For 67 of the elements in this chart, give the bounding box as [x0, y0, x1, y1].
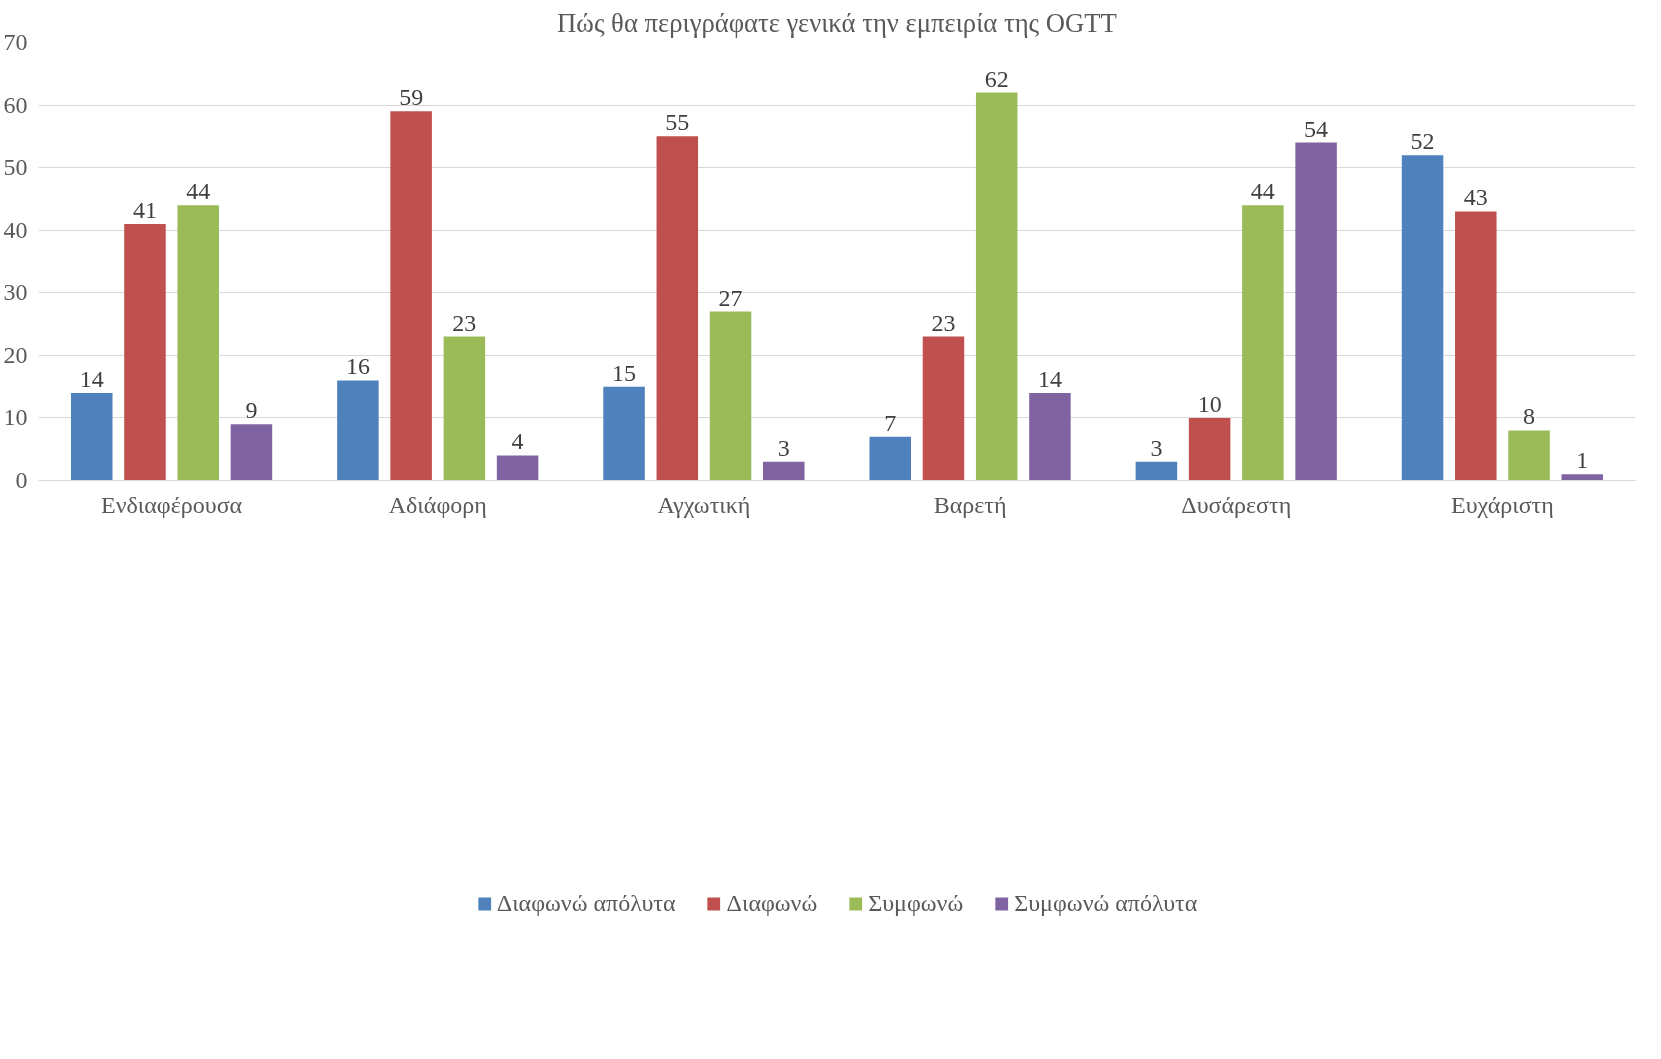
x-tick-label: Ενδιαφέρουσα	[101, 491, 243, 518]
bar	[975, 92, 1018, 481]
y-tick-label: 50	[3, 154, 28, 181]
bar	[230, 424, 273, 481]
bar	[1508, 430, 1550, 481]
bar	[443, 336, 486, 481]
y-tick-label: 40	[3, 216, 28, 243]
bar	[1401, 155, 1444, 481]
bar	[763, 461, 805, 481]
bar	[496, 455, 539, 481]
data-label: 59	[399, 84, 424, 111]
data-label: 16	[345, 353, 370, 380]
y-tick-label: 60	[3, 91, 28, 118]
bar	[70, 392, 113, 481]
bar	[337, 380, 379, 481]
bar	[922, 336, 965, 481]
data-label: 1	[1576, 447, 1589, 474]
data-label: 10	[1197, 390, 1222, 417]
data-label: 55	[665, 109, 690, 136]
data-label: 62	[984, 65, 1009, 92]
data-label: 8	[1523, 403, 1536, 430]
bar	[177, 205, 219, 481]
data-label: 54	[1304, 115, 1329, 142]
data-label: 14	[79, 365, 104, 392]
x-tick-label: Αγχωτική	[657, 491, 751, 518]
legend-label: Συμφωνώ απόλυτα	[1014, 889, 1198, 917]
x-tick-label: Ευχάριστη	[1451, 491, 1554, 518]
data-label: 9	[245, 397, 258, 424]
data-label: 7	[884, 409, 897, 436]
legend-label: Διαφωνώ	[726, 889, 818, 917]
x-tick-label: Βαρετή	[933, 491, 1007, 518]
bar	[1135, 461, 1178, 481]
x-tick-label: Αδιάφορη	[388, 491, 487, 518]
data-label: 41	[132, 196, 157, 223]
y-tick-label: 10	[3, 404, 28, 431]
bar	[709, 311, 752, 481]
data-label: 14	[1037, 365, 1062, 392]
data-label: 52	[1410, 128, 1435, 155]
bar	[390, 111, 432, 481]
data-label: 27	[718, 284, 743, 311]
bar	[124, 223, 166, 481]
bar	[1242, 205, 1284, 481]
bar	[1455, 211, 1497, 481]
data-label: 44	[1250, 178, 1275, 205]
bar	[1188, 417, 1231, 481]
legend-label: Συμφωνώ	[868, 889, 964, 917]
bar	[656, 136, 699, 481]
bar	[869, 436, 911, 481]
data-label: 3	[1150, 434, 1163, 461]
y-tick-label: 0	[15, 467, 28, 493]
bar	[603, 386, 645, 481]
x-tick-label: Δυσάρεστη	[1181, 491, 1292, 518]
data-label: 4	[511, 428, 524, 455]
data-label: 43	[1463, 184, 1488, 211]
bar	[1295, 142, 1337, 481]
data-label: 23	[452, 309, 477, 336]
y-tick-label: 20	[3, 341, 28, 368]
data-label: 3	[777, 434, 790, 461]
y-tick-label: 30	[3, 279, 28, 306]
bar	[1029, 392, 1071, 481]
data-label: 15	[612, 359, 637, 386]
legend-label: Διαφωνώ απόλυτα	[496, 889, 676, 917]
y-tick-label: 70	[3, 29, 28, 55]
chart-title: Πώς θα περιγράφατε γενικά την εμπειρία της OGTT	[557, 7, 1117, 38]
bar	[1561, 474, 1604, 481]
data-label: 44	[186, 178, 211, 205]
data-label: 23	[931, 309, 956, 336]
